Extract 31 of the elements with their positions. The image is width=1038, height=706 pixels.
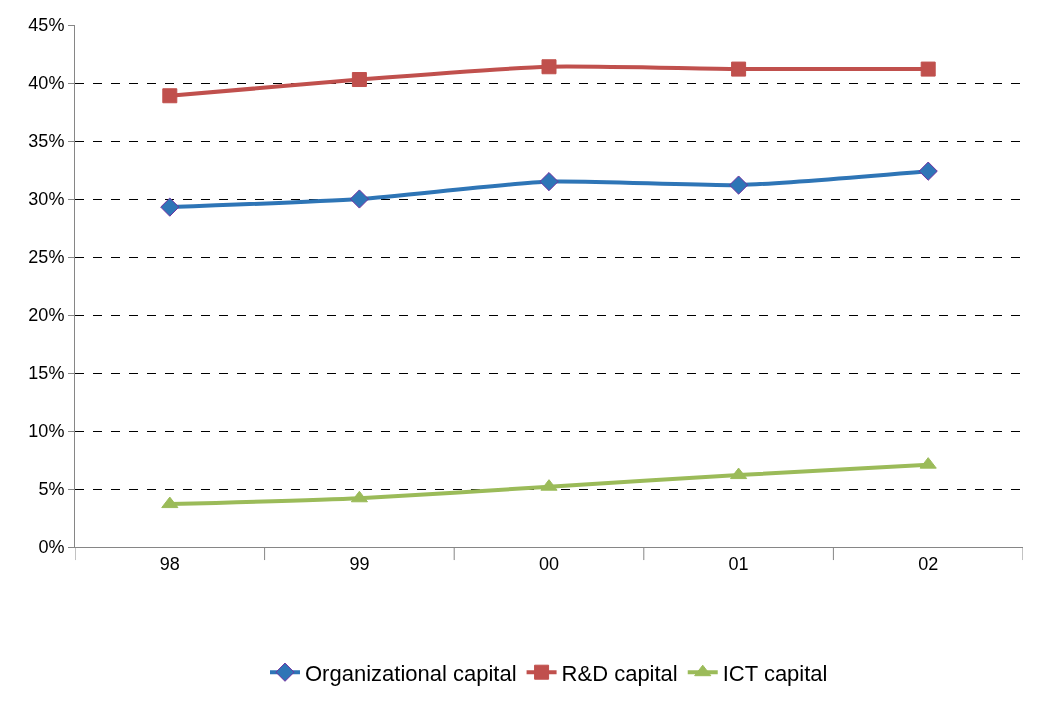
- y-tick-label: 30%: [28, 189, 65, 210]
- point: [731, 61, 747, 77]
- point: [918, 161, 938, 181]
- point: [541, 59, 557, 75]
- point: [160, 197, 180, 217]
- x-tick-label: 02: [918, 553, 939, 574]
- point: [161, 496, 179, 509]
- legend-label: ICT capital: [722, 660, 828, 686]
- y-tick-label: 20%: [28, 305, 65, 326]
- y-tick-label: 0%: [38, 537, 65, 558]
- y-tick-label: 10%: [28, 421, 65, 442]
- legend-label: Organizational capital: [305, 660, 517, 686]
- x-tick-label: 98: [159, 553, 180, 574]
- y-tick-label: 25%: [28, 247, 65, 268]
- point: [730, 467, 748, 480]
- point: [162, 88, 178, 104]
- y-tick-label: 15%: [28, 363, 65, 384]
- point: [349, 189, 369, 209]
- point: [539, 172, 559, 192]
- x-tick-label: 01: [728, 553, 749, 574]
- y-tick-label: 35%: [28, 131, 65, 152]
- point: [729, 175, 749, 195]
- point: [351, 72, 367, 88]
- point: [350, 490, 368, 503]
- y-tick-label: 5%: [38, 479, 65, 500]
- legend-label: R&D capital: [561, 660, 678, 686]
- y-tick-label: 40%: [28, 73, 65, 94]
- y-tick-label: 45%: [28, 15, 65, 36]
- x-tick-label: 00: [538, 553, 560, 574]
- x-tick-label: 99: [349, 553, 370, 574]
- point: [920, 61, 936, 77]
